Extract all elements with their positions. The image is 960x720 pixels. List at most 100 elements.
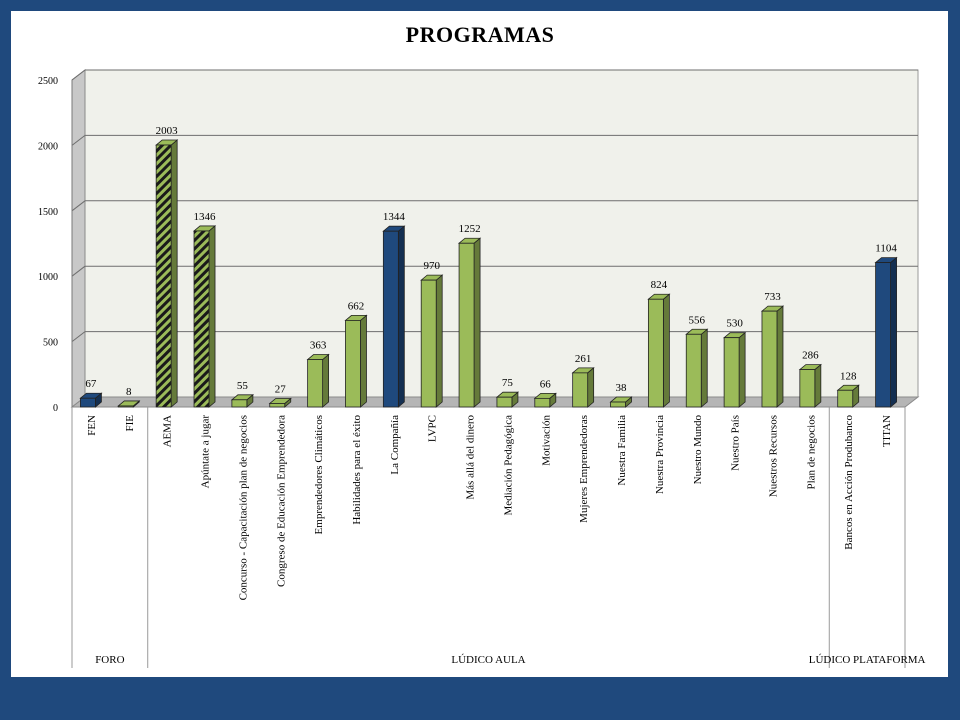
x-tick-label: Nuestro Mundo (692, 415, 704, 485)
bar-front (382, 230, 399, 408)
plot-side-wall (71, 68, 86, 409)
x-tick-label: AEMA (162, 415, 174, 447)
bar-front (345, 320, 361, 408)
data-label: 286 (802, 350, 819, 362)
gridline-side (71, 69, 86, 81)
x-tick-label: Apúntate a jugar (200, 415, 212, 489)
bar-front (458, 242, 475, 408)
y-tick-label: 2000 (38, 141, 58, 152)
chart-title: PROGRAMAS (405, 22, 555, 47)
bar-side (397, 225, 405, 408)
x-tick-label: FEN (86, 415, 98, 436)
x-tick-label: Mujeres Emprendedoras (578, 415, 590, 523)
gridline-side (71, 200, 86, 212)
data-label: 8 (126, 386, 132, 398)
data-label: 530 (726, 318, 743, 330)
data-label: 824 (651, 279, 668, 291)
bar-side (700, 328, 708, 408)
bar (533, 392, 557, 408)
bar-side (473, 237, 481, 408)
bar-front (307, 359, 324, 408)
x-tick-label: Concurso - Capacitación plan de negocios (237, 415, 249, 600)
x-tick-label: Nuestros Recursos (767, 415, 779, 497)
data-label: 38 (616, 382, 628, 394)
bar-side (587, 367, 595, 408)
bar-front (723, 337, 740, 408)
x-tick-label: Mediación Pedagógica (502, 415, 514, 516)
bar (155, 139, 179, 408)
x-tick-label: Bancos en Acción Produbanco (843, 415, 855, 550)
group-label: FORO (95, 654, 124, 666)
x-tick-label: Congreso de Educación Emprendedora (275, 415, 287, 587)
bar (495, 391, 520, 408)
data-label: 66 (540, 378, 552, 390)
bar-front (496, 396, 513, 408)
data-label: 27 (275, 383, 287, 395)
bar-front (647, 298, 664, 408)
data-label: 733 (764, 291, 781, 303)
bar-front (610, 401, 626, 408)
bar-side (208, 225, 216, 408)
bar-side (360, 314, 367, 408)
bar (268, 397, 292, 408)
bar-side (890, 256, 897, 408)
bar-front (420, 279, 437, 408)
bar (798, 363, 822, 408)
bar (836, 384, 860, 408)
bar (230, 393, 254, 408)
bar-front (837, 389, 854, 408)
bar-front (80, 397, 96, 408)
bar (192, 225, 217, 408)
bar-front (231, 399, 248, 408)
bar-front (761, 310, 778, 408)
bar (874, 256, 898, 408)
bar-side (738, 331, 746, 408)
bar (117, 400, 141, 408)
group-label: LÚDICO AULA (451, 654, 525, 666)
y-tick-label: 500 (43, 338, 58, 349)
bar (420, 274, 444, 408)
bar (760, 305, 785, 408)
bar (382, 225, 406, 408)
bar-side (170, 139, 178, 408)
bar (571, 367, 595, 408)
data-label: 1104 (875, 243, 897, 255)
x-tick-label: FIE (124, 415, 136, 432)
bar-front (799, 369, 816, 408)
bar (685, 328, 709, 408)
data-label: 55 (237, 380, 249, 392)
bar-front (193, 230, 210, 408)
x-tick-label: Habilidades para el éxito (351, 415, 363, 525)
data-label: 261 (575, 353, 592, 365)
gridline-side (71, 265, 86, 277)
y-tick-label: 1000 (38, 272, 58, 283)
bar-side (814, 363, 822, 408)
group-label: LÚDICO PLATAFORMA (809, 654, 926, 666)
x-tick-label: Nuestro País (730, 415, 742, 471)
bar (457, 237, 482, 408)
bar (723, 331, 747, 408)
data-label: 1252 (459, 223, 481, 235)
bar-front (534, 397, 551, 408)
bar (79, 392, 103, 408)
x-tick-label: Nuestra Provincia (654, 415, 666, 494)
data-label: 556 (689, 314, 706, 326)
y-tick-label: 2500 (38, 76, 58, 87)
bar-side (662, 293, 670, 408)
bar-front (685, 333, 702, 408)
bar-front (572, 372, 589, 408)
bar-front (117, 405, 134, 408)
bar (647, 293, 671, 408)
x-tick-label: LVPC (427, 415, 439, 442)
x-tick-label: Emprendedores Climáticos (313, 415, 325, 534)
data-label: 662 (348, 300, 365, 312)
x-tick-label: Motivación (540, 415, 552, 466)
bar (306, 353, 330, 408)
bar-front (155, 144, 172, 408)
y-tick-label: 1500 (38, 207, 58, 218)
y-tick-label: 0 (53, 403, 58, 414)
gridline-side (71, 135, 86, 146)
data-label: 128 (840, 370, 857, 382)
x-tick-label: TITAN (881, 415, 893, 447)
